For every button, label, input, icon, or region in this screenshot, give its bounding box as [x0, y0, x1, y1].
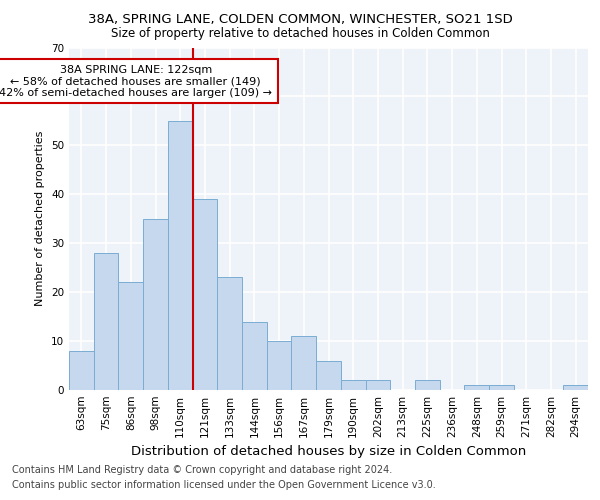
Bar [341, 380, 365, 390]
Text: Size of property relative to detached houses in Colden Common: Size of property relative to detached ho… [110, 28, 490, 40]
Bar [168, 121, 193, 390]
Bar [193, 199, 217, 390]
Bar [267, 341, 292, 390]
Bar [563, 385, 588, 390]
Bar [292, 336, 316, 390]
Text: Contains public sector information licensed under the Open Government Licence v3: Contains public sector information licen… [12, 480, 436, 490]
Bar [217, 278, 242, 390]
Bar [365, 380, 390, 390]
X-axis label: Distribution of detached houses by size in Colden Common: Distribution of detached houses by size … [131, 446, 526, 458]
Y-axis label: Number of detached properties: Number of detached properties [35, 131, 46, 306]
Bar [464, 385, 489, 390]
Bar [94, 253, 118, 390]
Bar [415, 380, 440, 390]
Text: 38A SPRING LANE: 122sqm
← 58% of detached houses are smaller (149)
42% of semi-d: 38A SPRING LANE: 122sqm ← 58% of detache… [0, 64, 272, 98]
Text: Contains HM Land Registry data © Crown copyright and database right 2024.: Contains HM Land Registry data © Crown c… [12, 465, 392, 475]
Bar [118, 282, 143, 390]
Bar [242, 322, 267, 390]
Text: 38A, SPRING LANE, COLDEN COMMON, WINCHESTER, SO21 1SD: 38A, SPRING LANE, COLDEN COMMON, WINCHES… [88, 12, 512, 26]
Bar [489, 385, 514, 390]
Bar [143, 219, 168, 390]
Bar [316, 360, 341, 390]
Bar [69, 351, 94, 390]
